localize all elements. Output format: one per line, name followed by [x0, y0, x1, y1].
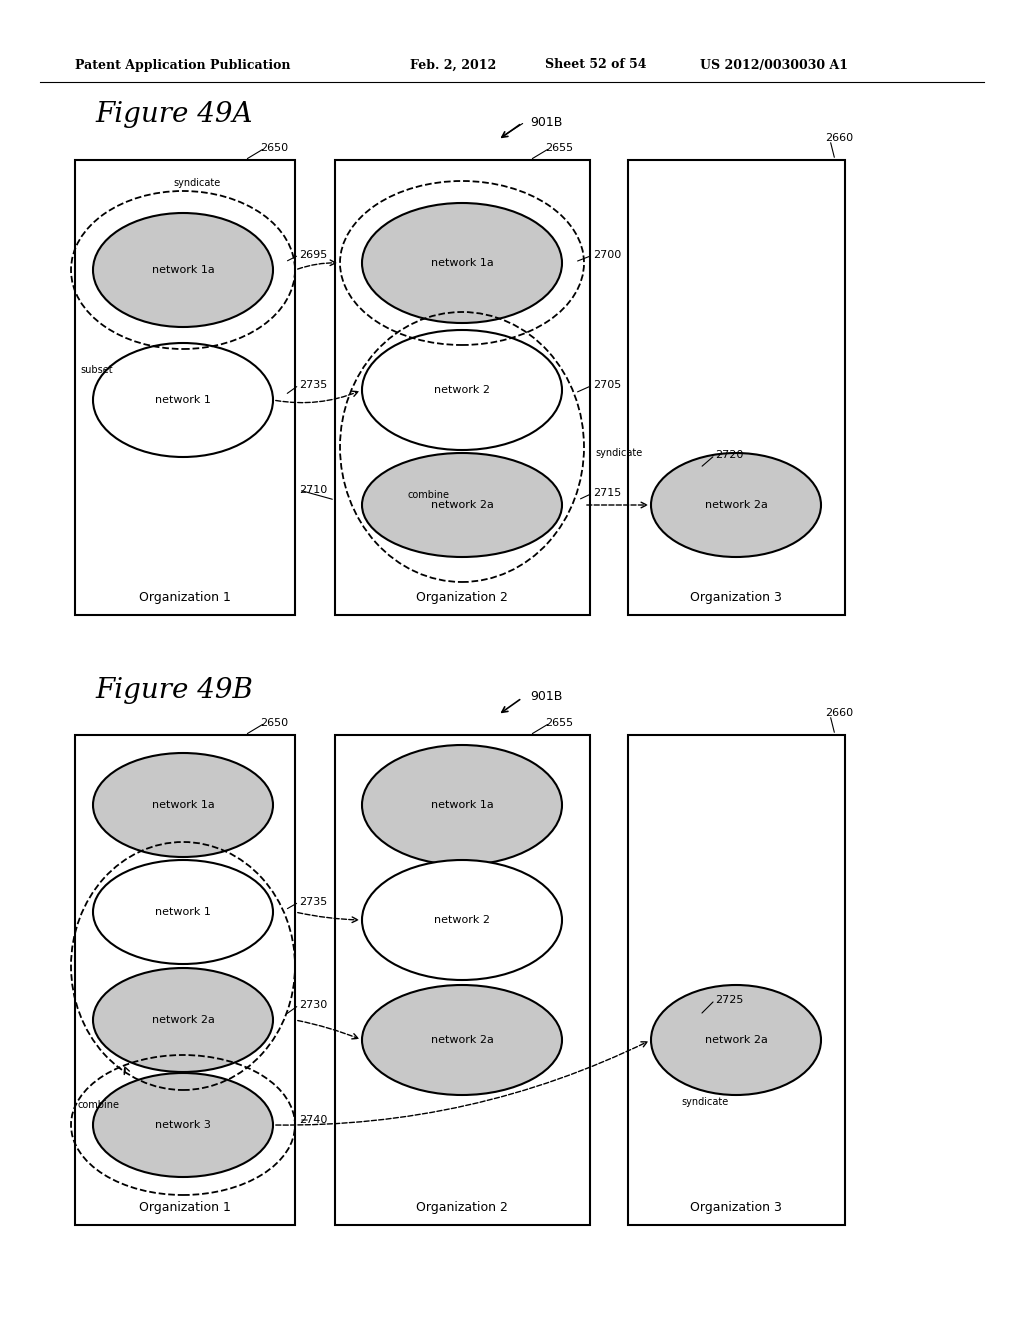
Text: 2715: 2715 [593, 488, 622, 498]
Text: 2700: 2700 [593, 249, 622, 260]
Text: Sheet 52 of 54: Sheet 52 of 54 [545, 58, 646, 71]
Text: Organization 1: Organization 1 [139, 590, 231, 603]
Bar [335, 735, 590, 1225]
Text: Organization 3: Organization 3 [690, 590, 782, 603]
Text: 2695: 2695 [299, 249, 328, 260]
Text: 2730: 2730 [299, 1001, 328, 1010]
Ellipse shape [651, 985, 821, 1096]
Text: network 2a: network 2a [430, 500, 494, 510]
Bar [75, 160, 295, 615]
Text: 901B: 901B [530, 116, 562, 128]
Text: US 2012/0030030 A1: US 2012/0030030 A1 [700, 58, 848, 71]
Ellipse shape [93, 213, 273, 327]
Ellipse shape [93, 752, 273, 857]
Text: combine: combine [78, 1100, 120, 1110]
Text: 2650: 2650 [260, 143, 288, 153]
Text: network 1a: network 1a [152, 265, 214, 275]
Text: network 1a: network 1a [431, 800, 494, 810]
Bar [628, 735, 845, 1225]
Text: 2735: 2735 [299, 380, 328, 389]
Text: syndicate: syndicate [681, 1097, 728, 1107]
Text: network 2: network 2 [434, 915, 490, 925]
Ellipse shape [651, 453, 821, 557]
Text: 2655: 2655 [545, 718, 573, 729]
Ellipse shape [93, 1073, 273, 1177]
Text: Patent Application Publication: Patent Application Publication [75, 58, 291, 71]
Bar [335, 160, 590, 615]
Text: Feb. 2, 2012: Feb. 2, 2012 [410, 58, 497, 71]
Ellipse shape [362, 453, 562, 557]
Ellipse shape [362, 744, 562, 865]
Ellipse shape [362, 203, 562, 323]
Text: subset: subset [80, 366, 113, 375]
Text: network 2a: network 2a [705, 1035, 767, 1045]
Bar [75, 735, 295, 1225]
Text: 2660: 2660 [825, 133, 853, 143]
Text: syndicate: syndicate [173, 178, 220, 187]
Text: network 2: network 2 [434, 385, 490, 395]
Ellipse shape [93, 343, 273, 457]
Text: network 1: network 1 [155, 395, 211, 405]
Text: 2740: 2740 [299, 1115, 328, 1125]
Ellipse shape [93, 861, 273, 964]
Ellipse shape [362, 330, 562, 450]
Text: Organization 2: Organization 2 [416, 590, 508, 603]
Ellipse shape [362, 985, 562, 1096]
Text: network 2a: network 2a [152, 1015, 214, 1026]
Text: syndicate: syndicate [595, 447, 642, 458]
Text: network 3: network 3 [155, 1119, 211, 1130]
Text: network 2a: network 2a [430, 1035, 494, 1045]
Text: 2655: 2655 [545, 143, 573, 153]
Text: network 1: network 1 [155, 907, 211, 917]
Text: 2660: 2660 [825, 708, 853, 718]
Text: 2720: 2720 [715, 450, 743, 459]
Text: network 1a: network 1a [431, 257, 494, 268]
Ellipse shape [362, 861, 562, 979]
Text: 2725: 2725 [715, 995, 743, 1005]
Text: combine: combine [407, 490, 449, 500]
Text: Organization 3: Organization 3 [690, 1200, 782, 1213]
Text: 2705: 2705 [593, 380, 622, 389]
Text: Figure 49A: Figure 49A [95, 102, 253, 128]
Text: Organization 2: Organization 2 [416, 1200, 508, 1213]
Text: Figure 49B: Figure 49B [95, 676, 253, 704]
Bar [628, 160, 845, 615]
Text: 2735: 2735 [299, 898, 328, 907]
Text: 2710: 2710 [299, 484, 328, 495]
Text: Organization 1: Organization 1 [139, 1200, 231, 1213]
Text: network 2a: network 2a [705, 500, 767, 510]
Ellipse shape [93, 968, 273, 1072]
Text: 2650: 2650 [260, 718, 288, 729]
Text: network 1a: network 1a [152, 800, 214, 810]
Text: 901B: 901B [530, 690, 562, 704]
